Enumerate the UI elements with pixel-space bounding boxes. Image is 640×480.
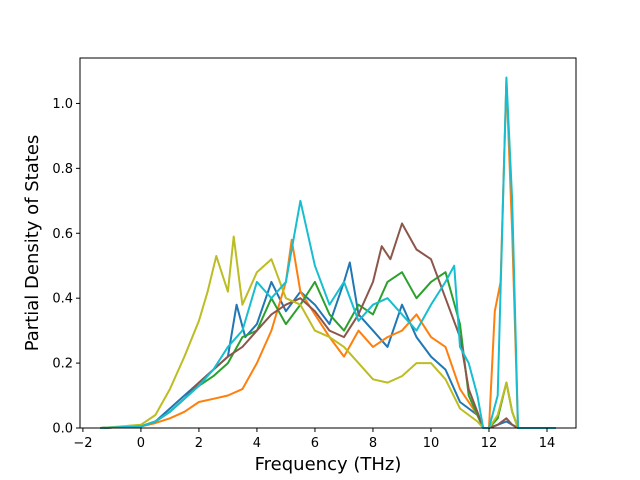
x-tick-label: 4	[253, 436, 261, 451]
x-tick-label: 14	[539, 436, 556, 451]
y-tick-label: 0.6	[52, 227, 73, 242]
y-tick-label: 0.4	[52, 292, 73, 307]
series-line-5	[100, 235, 556, 429]
series-line-1	[100, 261, 556, 429]
y-tick-label: 0.8	[52, 162, 73, 177]
x-axis-label: Frequency (THz)	[255, 454, 402, 475]
x-tick-label: 6	[311, 436, 319, 451]
series-line-6	[100, 76, 556, 429]
y-axis-label: Partial Density of States	[22, 135, 43, 352]
series-layer	[100, 76, 556, 429]
x-tick-label: −2	[73, 436, 92, 451]
y-tick-label: 1.0	[52, 97, 73, 112]
x-tick-label: 8	[369, 436, 377, 451]
x-tick-label: 2	[195, 436, 203, 451]
plot-frame	[79, 57, 577, 429]
series-line-4	[100, 222, 556, 429]
y-tick-label: 0.2	[52, 357, 73, 372]
y-axis: 0.0 0.2 0.4 0.6 0.8 1.0	[52, 97, 80, 437]
series-line-3	[100, 271, 556, 429]
y-tick-label: 0.0	[52, 422, 73, 437]
x-tick-label: 12	[481, 436, 498, 451]
x-tick-label: 10	[423, 436, 440, 451]
series-line-2	[100, 79, 556, 429]
x-axis: −2 0 2 4 6 8 10 12 14	[73, 428, 555, 451]
x-tick-label: 0	[137, 436, 145, 451]
